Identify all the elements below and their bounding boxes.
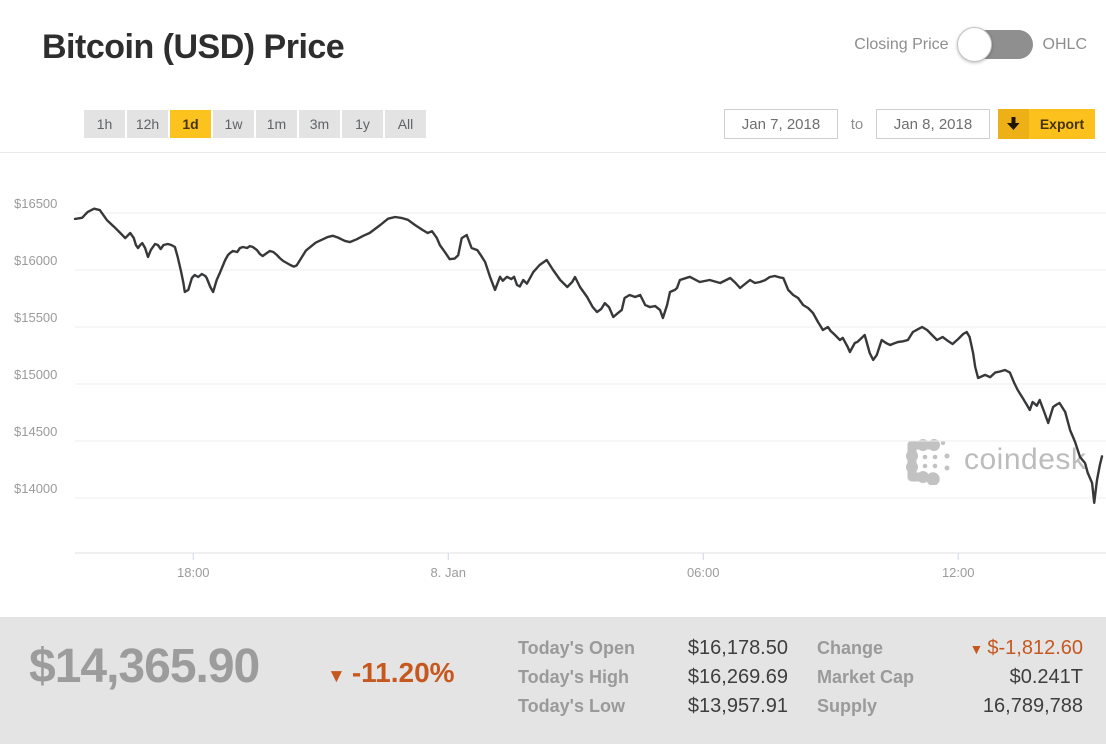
price-chart[interactable]: coindesk $16500 $16000 $15500 $15000 $14500 $… [0, 160, 1106, 615]
svg-text:12:00: 12:00 [942, 565, 975, 580]
stat-row-high: Today's High $16,269.69 [518, 666, 788, 695]
stat-row-open: Today's Open $16,178.50 [518, 637, 788, 666]
stat-row-low: Today's Low $13,957.91 [518, 695, 788, 724]
stat-label: Market Cap [817, 667, 915, 687]
change-percent-value: -11.20% [351, 657, 455, 688]
series-type-toggle-row: Closing Price OHLC [854, 27, 1087, 62]
toggle-label-ohlc[interactable]: OHLC [1042, 35, 1087, 53]
svg-text:18:00: 18:00 [177, 565, 210, 580]
range-button-1m[interactable]: 1m [256, 110, 297, 138]
svg-text:8. Jan: 8. Jan [431, 565, 466, 580]
toolbar-divider [0, 152, 1106, 153]
range-button-1w[interactable]: 1w [213, 110, 254, 138]
stat-value: 16,789,788 [982, 695, 1083, 717]
range-button-3m[interactable]: 3m [299, 110, 340, 138]
range-button-1y[interactable]: 1y [342, 110, 383, 138]
download-arrow-icon [998, 109, 1029, 139]
today-stats-column: Today's Open $16,178.50 Today's High $16… [518, 637, 788, 724]
date-to-input[interactable] [876, 109, 990, 139]
export-button-label: Export [1039, 116, 1085, 132]
toggle-knob[interactable] [956, 27, 992, 62]
svg-text:$15500: $15500 [14, 310, 57, 325]
range-button-12h[interactable]: 12h [127, 110, 168, 138]
stat-value-change: ▼ $-1,812.60 [970, 637, 1084, 660]
coindesk-watermark: coindesk [903, 435, 1086, 485]
range-button-all[interactable]: All [385, 110, 426, 138]
current-price: $14,365.90 [29, 640, 260, 693]
stat-row-market-cap: Market Cap $0.241T [817, 666, 1083, 695]
toggle-label-closing-price[interactable]: Closing Price [854, 35, 949, 53]
stat-row-supply: Supply 16,789,788 [817, 695, 1083, 724]
svg-text:$16500: $16500 [14, 196, 57, 211]
change-amount: $-1,812.60 [987, 637, 1083, 659]
price-change-percent: ▼ -11.20% [327, 657, 455, 689]
coindesk-logo-icon [906, 439, 950, 485]
stat-label: Supply [817, 696, 878, 716]
date-range-controls: to Export [724, 109, 1095, 139]
stat-row-change: Change ▼ $-1,812.60 [817, 637, 1083, 666]
stat-value: $16,269.69 [687, 666, 788, 688]
stat-value: $16,178.50 [687, 637, 788, 659]
stat-label: Change [817, 638, 884, 658]
svg-text:06:00: 06:00 [687, 565, 720, 580]
coindesk-wordmark: coindesk [964, 443, 1087, 476]
page-title: Bitcoin (USD) Price [42, 28, 345, 66]
svg-text:$15000: $15000 [14, 367, 57, 382]
stat-value: $13,957.91 [687, 695, 788, 717]
range-button-1d[interactable]: 1d [170, 110, 211, 138]
range-button-1h[interactable]: 1h [84, 110, 125, 138]
svg-text:$14000: $14000 [14, 481, 57, 496]
price-summary-bar: $14,365.90 ▼ -11.20% Today's Open $16,17… [0, 617, 1106, 744]
down-triangle-icon: ▼ [969, 641, 984, 657]
date-range-to-label: to [850, 115, 864, 133]
svg-text:$16000: $16000 [14, 253, 57, 268]
down-triangle-icon: ▼ [327, 666, 346, 687]
stat-label: Today's High [518, 667, 629, 687]
market-stats-column: Change ▼ $-1,812.60 Market Cap $0.241T Su… [817, 637, 1083, 724]
price-line-chart-canvas[interactable]: $16500 $16000 $15500 $15000 $14500 $14000 18:0… [0, 160, 1106, 615]
export-button[interactable]: Export [998, 109, 1095, 139]
stat-label: Today's Open [518, 638, 635, 658]
series-toggle-switch[interactable] [956, 27, 1033, 62]
stat-value: $0.241T [1009, 666, 1083, 688]
date-from-input[interactable] [724, 109, 838, 139]
stat-label: Today's Low [518, 696, 625, 716]
svg-text:$14500: $14500 [14, 424, 57, 439]
range-buttons: 1h 12h 1d 1w 1m 3m 1y All [84, 110, 426, 138]
